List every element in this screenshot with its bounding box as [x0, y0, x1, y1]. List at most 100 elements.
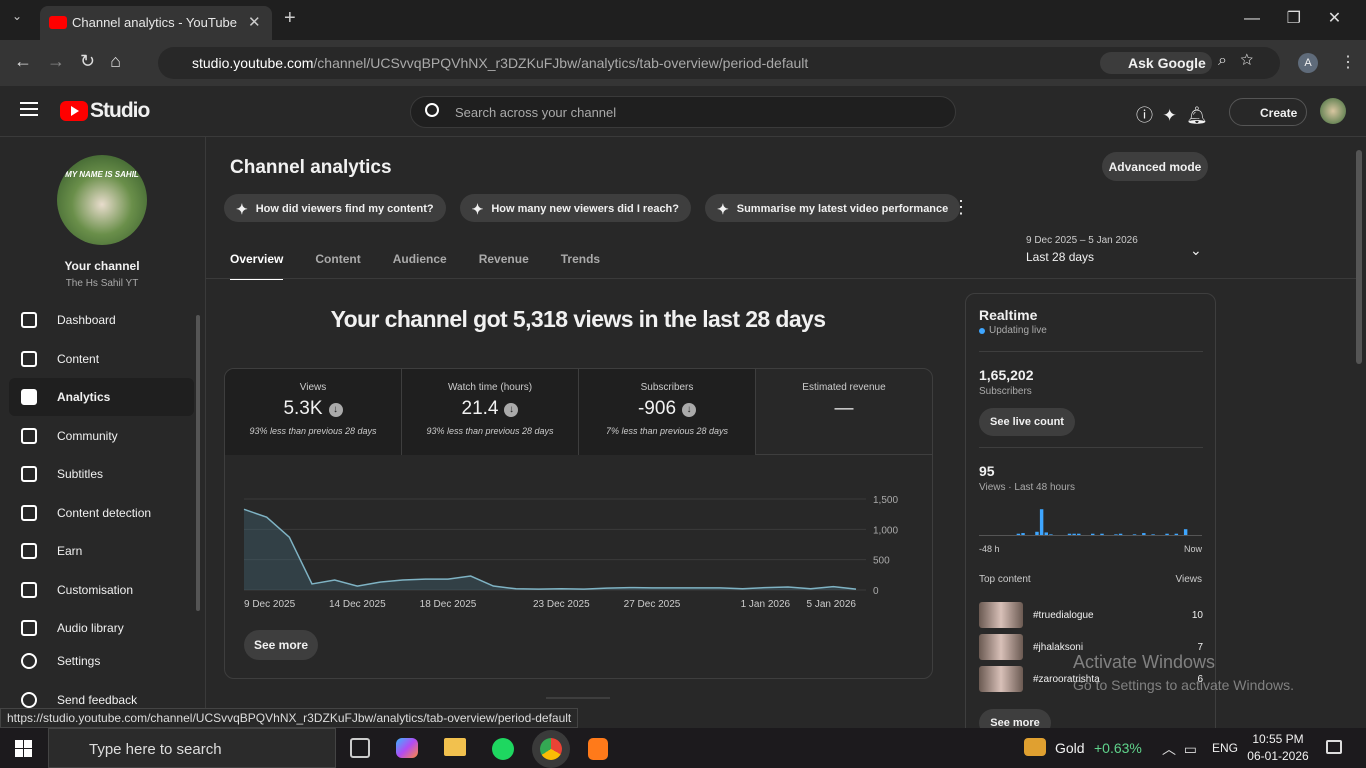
spotify[interactable] — [492, 738, 514, 760]
main: Channel analytics Advanced mode ✦ How did… — [206, 138, 1366, 728]
metric-tile[interactable]: Estimated revenue — — [755, 369, 932, 455]
bar — [1142, 533, 1146, 535]
suggestion-chip[interactable]: ✦ How many new viewers did I reach? — [459, 194, 691, 222]
nav-item[interactable]: Community — [9, 417, 194, 455]
header-icons[interactable]: ⓘ ✦ 🔔︎ — [1136, 106, 1208, 125]
subscriber-count: 1,65,202 — [979, 367, 1034, 383]
nav-buttons[interactable]: ← → ↻ ⌂ — [14, 51, 121, 71]
nav-item[interactable]: Analytics — [9, 378, 194, 416]
yt-logo[interactable] — [60, 101, 88, 121]
top-content-item[interactable]: #truedialogue 10 — [979, 602, 1203, 630]
start[interactable] — [15, 740, 32, 757]
metric-value: — — [834, 398, 854, 419]
pinned-apps — [350, 738, 608, 760]
x-tick-label: 9 Dec 2025 — [244, 599, 296, 610]
ticker: Gold — [1055, 740, 1085, 756]
chrome[interactable] — [540, 738, 562, 760]
nav-item[interactable]: Earn — [9, 532, 194, 570]
overview-card: Views 5.3K ↓ 93% less than previous 28 days… — [224, 368, 933, 679]
watermark-title: Activate Windows — [1073, 652, 1216, 672]
active-tab[interactable]: Channel analytics - YouTube Studio ✕ — [40, 6, 272, 40]
views-count: 95 — [979, 463, 995, 479]
channel-name: The Hs Sahil YT — [65, 278, 139, 289]
search-box[interactable]: Search across your channel — [410, 96, 956, 128]
nav-label: Settings — [57, 654, 101, 668]
tab[interactable]: Audience — [392, 252, 447, 266]
top-content-item[interactable]: #zarooratrishta 6 — [979, 666, 1203, 694]
advanced-mode[interactable]: Advanced mode — [1102, 152, 1208, 181]
bar — [1077, 533, 1081, 535]
window-controls[interactable]: — ❐ ✕ — [1244, 10, 1342, 27]
metric-value: 5.3K ↓ — [225, 398, 401, 420]
nav-item[interactable]: Subtitles — [9, 455, 194, 493]
url-actions[interactable]: ⌕ ☆ — [1218, 52, 1254, 69]
thumbnail — [979, 634, 1023, 660]
tabs-divider — [206, 278, 1356, 279]
see-more[interactable]: See more — [244, 630, 318, 660]
browser-menu[interactable]: ⋮ — [1340, 54, 1356, 71]
y-tick-label: 500 — [873, 556, 890, 567]
task-view[interactable] — [350, 738, 370, 758]
subscriber-label: Subscribers — [979, 386, 1032, 397]
area — [244, 509, 856, 590]
y-tick-label: 1,000 — [873, 525, 898, 536]
tab[interactable]: Overview — [230, 250, 284, 280]
nav-item[interactable]: Send feedback — [9, 681, 194, 719]
nav-item[interactable]: Content — [9, 340, 194, 378]
explorer[interactable] — [444, 738, 466, 756]
metric-tiles: Views 5.3K ↓ 93% less than previous 28 days… — [225, 369, 932, 455]
nav-icon — [21, 466, 37, 482]
metric-tile[interactable]: Watch time (hours) 21.4 ↓ 93% less than pre… — [401, 369, 578, 455]
hamburger[interactable] — [20, 102, 38, 116]
tray-icons[interactable]: ︿ ▭ — [1162, 741, 1198, 757]
taskbar-search[interactable]: Type here to search — [48, 728, 336, 768]
charts: 0 500 1,000 1,500 9 Dec 2025 14 Dec 2025 18 De… — [243, 495, 1202, 610]
metric-tile[interactable]: Subscribers -906 ↓ 7% less than previous 28… — [578, 369, 755, 455]
search-icon — [425, 103, 439, 117]
bar — [1100, 533, 1104, 535]
more-menu[interactable]: ⋮ — [952, 197, 970, 217]
tab-close[interactable]: ✕ — [248, 14, 261, 31]
nav-icon — [21, 691, 37, 708]
metric-tile[interactable]: Views 5.3K ↓ 93% less than previous 28 days — [225, 369, 401, 455]
tab-title: Channel analytics - YouTube Studio — [72, 15, 238, 30]
nav-item[interactable]: Audio library — [9, 609, 194, 637]
see-live-count[interactable]: See live count — [979, 408, 1075, 436]
nav-label: Send feedback — [57, 692, 138, 707]
tab-strip: Channel analytics - YouTube Studio ✕ ⌄ +… — [0, 0, 1366, 40]
bar — [1016, 533, 1021, 535]
nav-item[interactable]: Dashboard — [9, 301, 194, 339]
new-tab[interactable]: + — [284, 7, 296, 29]
realtime-see-more[interactable]: See more — [979, 709, 1051, 728]
top-content-item[interactable]: #jhalaksoni 7 — [979, 634, 1203, 662]
ask-google[interactable]: Ask Google — [1100, 52, 1212, 74]
tab-menu[interactable]: ⌄ — [12, 9, 23, 23]
tab[interactable]: Revenue — [478, 252, 529, 266]
studio-header: Studio Search across your channel ⓘ ✦ 🔔︎… — [0, 86, 1366, 137]
top-content-label: Top content — [979, 574, 1031, 585]
suggestion-chip[interactable]: ✦ Summarise my latest video performance — [705, 194, 961, 222]
tab[interactable]: Content — [315, 252, 361, 266]
nav-icon — [21, 653, 37, 669]
suggestion-chip[interactable]: ✦ How did viewers find my content? — [224, 194, 446, 222]
nav-item[interactable]: Customisation — [9, 571, 194, 609]
url-field[interactable]: studio.youtube.com/channel/UCSvvqBPQVhNX… — [158, 47, 1280, 79]
nav-item[interactable]: Settings — [9, 642, 194, 680]
copilot[interactable] — [396, 738, 418, 758]
account-avatar[interactable] — [1320, 98, 1346, 124]
taskbar-search-text: Type here to search — [89, 741, 222, 758]
y-tick-label: 1,500 — [873, 495, 898, 506]
pager — [546, 697, 610, 699]
profile[interactable]: A — [1298, 53, 1318, 73]
metric-value: 21.4 ↓ — [402, 398, 578, 420]
chip-icon: ✦ — [717, 201, 729, 217]
language: ENG — [1212, 741, 1239, 755]
notifications[interactable] — [1326, 740, 1342, 754]
nav-item[interactable]: Content detection — [9, 494, 194, 532]
period-dropdown[interactable]: ⌄ — [1190, 242, 1202, 258]
bar — [1118, 533, 1123, 535]
fl-studio[interactable] — [588, 738, 608, 760]
tab[interactable]: Trends — [560, 252, 601, 266]
channel-avatar[interactable]: MY NAME IS SAHIL — [57, 155, 147, 245]
create-button[interactable]: Create — [1229, 98, 1307, 126]
